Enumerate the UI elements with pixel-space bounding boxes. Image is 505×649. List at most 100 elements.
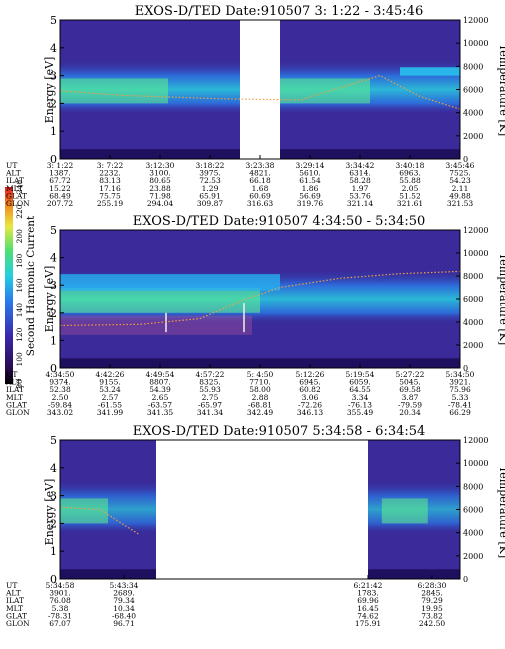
ephemeris-value: 66.18 <box>249 176 271 185</box>
y2-tick-label: 6000 <box>463 506 483 515</box>
colorbar-tick-label: 80 <box>15 379 24 389</box>
spectrogram-core <box>60 78 168 104</box>
y-tick-label: 1 <box>50 545 57 558</box>
ephemeris-value: 3:34:42 <box>346 161 375 170</box>
ephemeris-value: 1.68 <box>252 184 269 193</box>
ephemeris-value: 6:28:30 <box>418 581 447 590</box>
ephemeris-value: 53.24 <box>99 385 121 394</box>
y2-tick-label: 12000 <box>463 16 488 25</box>
colorbar-tick-label: 140 <box>15 303 24 318</box>
ephemeris-value: -78.31 <box>48 611 72 620</box>
y2-tick-label: 4000 <box>463 529 483 538</box>
y-tick-label: 4 <box>50 462 57 475</box>
ephemeris-value: 2.65 <box>152 393 169 402</box>
ephemeris-value: 4:34:50 <box>46 370 75 379</box>
ephemeris-value: 60.69 <box>249 191 271 200</box>
colorbar-gradient <box>5 187 13 384</box>
colorbar-tick-label: 220 <box>15 204 24 219</box>
panel-3: EXOS-D/TED Date:910507 5:34:58 - 6:34:54… <box>5 424 505 628</box>
y-tick-label: 2 <box>50 97 57 110</box>
y2-tick-label: 4000 <box>463 318 483 327</box>
ephemeris-value: 75.96 <box>449 385 471 394</box>
colorbar: 80 100 120 140 160 180 200 220 240 Second Harmon… <box>5 180 37 389</box>
ephemeris-value: 3.87 <box>402 393 419 402</box>
ephemeris-value: 55.88 <box>399 176 421 185</box>
ephemeris-value: 3.34 <box>352 393 369 402</box>
ephemeris-value: 19.95 <box>421 604 443 613</box>
spectrogram-band-accent <box>400 67 460 76</box>
ephemeris-value: 309.87 <box>197 199 223 208</box>
ephemeris-value: 75.75 <box>99 191 121 200</box>
y2-tick-label: 10000 <box>463 249 488 258</box>
y-tick-label: 5 <box>50 14 57 27</box>
ephemeris-value: 79.34 <box>113 596 135 605</box>
ephemeris-value: 1.86 <box>302 184 319 193</box>
ephemeris-value: 5610. <box>299 169 320 178</box>
ephemeris-value: 67.72 <box>49 176 71 185</box>
ephemeris-value: 3901. <box>49 589 70 598</box>
ephemeris-value: -79.59 <box>398 400 422 409</box>
colorbar-tick-label: 180 <box>15 253 24 268</box>
ephemeris-value: 5:34:58 <box>46 581 75 590</box>
ephemeris-row-label: GLAT <box>6 400 27 409</box>
temperature-trace <box>59 270 461 327</box>
spectrogram-core <box>60 498 108 524</box>
ephemeris-value: 1387. <box>49 169 70 178</box>
y2-tick-label: 12000 <box>463 436 488 445</box>
ephemeris-value: 3100. <box>149 169 170 178</box>
ephemeris-value: -78.41 <box>448 400 472 409</box>
y-tick-label: 4 <box>50 42 57 55</box>
ephemeris-value: 3:18:22 <box>196 161 225 170</box>
y2-tick-label: 2000 <box>463 341 483 350</box>
y-tick-label: 1 <box>50 125 57 138</box>
spectrogram-low-band <box>60 149 240 159</box>
colorbar-tick-label: 160 <box>15 278 24 293</box>
ephemeris-row-label: GLAT <box>6 611 27 620</box>
ephemeris-value: 294.04 <box>147 199 173 208</box>
ephemeris-value: 67.07 <box>49 619 71 628</box>
y-tick-label: 2 <box>50 517 57 530</box>
ephemeris-value: 53.76 <box>349 191 371 200</box>
ephemeris-value: 3:29:14 <box>296 161 325 170</box>
ephemeris-value: 3:23:38 <box>246 161 275 170</box>
ephemeris-value: 2845. <box>421 589 442 598</box>
ephemeris-value: 1.97 <box>352 184 369 193</box>
ephemeris-value: 6963. <box>399 169 420 178</box>
ephemeris-row-label: UT <box>6 581 17 590</box>
ephemeris-value: 5: 4:50 <box>247 370 274 379</box>
ephemeris-value: -76.13 <box>348 400 372 409</box>
ephemeris-value: 3: 1:22 <box>47 161 74 170</box>
ephemeris-value: 6314. <box>349 169 370 178</box>
spectrogram-low-band <box>280 149 460 159</box>
y2-tick-label: 10000 <box>463 459 488 468</box>
panel-title: EXOS-D/TED Date:910507 3: 1:22 - 3:45:46 <box>135 4 423 19</box>
data-gap <box>240 20 252 159</box>
ephemeris-value: 3975. <box>199 169 220 178</box>
y2-tick-label: 8000 <box>463 272 483 281</box>
ephemeris-row-label: UT <box>6 161 17 170</box>
ephemeris-value: 58.00 <box>249 385 271 394</box>
ephemeris-value: 175.91 <box>355 619 381 628</box>
panel-title: EXOS-D/TED Date:910507 5:34:58 - 6:34:54 <box>133 424 426 439</box>
ephemeris-value: 1783. <box>357 589 378 598</box>
ephemeris-row-label: ILAT <box>6 596 24 605</box>
ephemeris-value: 4:57:22 <box>196 370 225 379</box>
y2-tick-label: 8000 <box>463 482 483 491</box>
ephemeris-value: 1.29 <box>202 184 219 193</box>
ephemeris-row-label: MLT <box>6 604 23 613</box>
y2-tick-label: 6000 <box>463 86 483 95</box>
ephemeris-value: 341.99 <box>97 408 123 417</box>
ephemeris-value: 96.71 <box>113 619 134 628</box>
y2-axis-label: Temperature [K] <box>497 253 505 345</box>
data-gap <box>260 20 270 159</box>
ephemeris-value: 49.88 <box>449 191 471 200</box>
ephemeris-value: 242.50 <box>419 619 445 628</box>
colorbar-ticks: 80 100 120 140 160 180 200 220 240 <box>15 180 24 389</box>
y2-tick-label: 2000 <box>463 132 483 141</box>
ephemeris-value: 7525. <box>449 169 470 178</box>
ephemeris-value: 355.49 <box>347 408 373 417</box>
ephemeris-value: 5.38 <box>52 604 69 613</box>
y-tick-label: 5 <box>50 434 57 447</box>
